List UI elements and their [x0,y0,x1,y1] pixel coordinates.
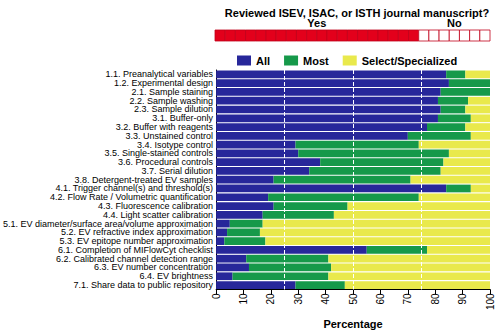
svg-text:7.1. Share data to public repo: 7.1. Share data to public repository [74,280,214,290]
svg-text:4.4. Light scatter calibration: 4.4. Light scatter calibration [103,209,214,220]
svg-text:20: 20 [265,293,276,305]
svg-text:Reviewed ISEV, ISAC, or ISTH j: Reviewed ISEV, ISAC, or ISTH journal man… [225,7,490,19]
svg-text:3.3. Unstained control: 3.3. Unstained control [125,130,214,141]
svg-text:No: No [447,16,462,29]
svg-text:4.3. Fluorescence calibration: 4.3. Fluorescence calibration [98,201,214,211]
svg-text:60: 60 [375,293,386,305]
svg-text:1.1. Preanalytical variables: 1.1. Preanalytical variables [105,69,214,80]
svg-text:90: 90 [457,293,468,305]
svg-text:3.5. Single-stained controls: 3.5. Single-stained controls [104,148,214,159]
svg-text:4.1. Trigger channel(s) and th: 4.1. Trigger channel(s) and threshold(s) [55,183,214,194]
svg-text:30: 30 [293,293,304,305]
svg-text:6.3. EV number concentration: 6.3. EV number concentration [94,262,214,273]
svg-text:1.2. Experimental design: 1.2. Experimental design [114,78,214,89]
svg-text:3.8. Detergent-treated EV samp: 3.8. Detergent-treated EV samples [74,174,214,185]
svg-text:3.1. Buffer-only: 3.1. Buffer-only [152,113,214,124]
svg-text:80: 80 [430,293,441,305]
svg-text:Select/Specialized: Select/Specialized [362,55,457,67]
svg-text:3.6. Procedural controls: 3.6. Procedural controls [118,157,214,168]
svg-text:6.4. EV brightness: 6.4. EV brightness [139,271,214,282]
svg-text:70: 70 [402,293,413,305]
svg-text:5.1. EV diameter/surface area/: 5.1. EV diameter/surface area/volume app… [3,218,214,229]
svg-text:3.4. Isotype control: 3.4. Isotype control [137,139,214,150]
svg-text:6.1. Completion of MIFlowCyt c: 6.1. Completion of MIFlowCyt checklist [58,244,214,255]
svg-text:5.2. EV refractive index appro: 5.2. EV refractive index approximation [61,227,214,238]
svg-text:2.3. Sample dilution: 2.3. Sample dilution [134,104,214,115]
svg-text:10: 10 [238,293,249,305]
svg-text:Most: Most [303,55,329,67]
svg-text:40: 40 [320,293,331,305]
svg-text:Percentage: Percentage [323,318,382,330]
svg-text:2.2. Sample washing: 2.2. Sample washing [129,95,214,106]
svg-text:2.1. Sample staining: 2.1. Sample staining [131,86,214,97]
svg-text:All: All [256,55,270,67]
svg-text:50: 50 [348,293,359,305]
svg-text:100: 100 [485,293,496,310]
svg-text:Yes: Yes [307,16,327,29]
svg-text:3.2. Buffer with reagents: 3.2. Buffer with reagents [115,122,214,132]
svg-text:3.7. Serial dilution: 3.7. Serial dilution [141,165,214,176]
svg-text:5.3. EV epitope number approxi: 5.3. EV epitope number approximation [59,236,214,247]
svg-text:6.2. Calibrated channel detect: 6.2. Calibrated channel detection range [56,253,214,264]
svg-text:4.2. Flow Rate / Volumetric qu: 4.2. Flow Rate / Volumetric quantificati… [50,192,214,203]
svg-text:0: 0 [211,293,222,299]
